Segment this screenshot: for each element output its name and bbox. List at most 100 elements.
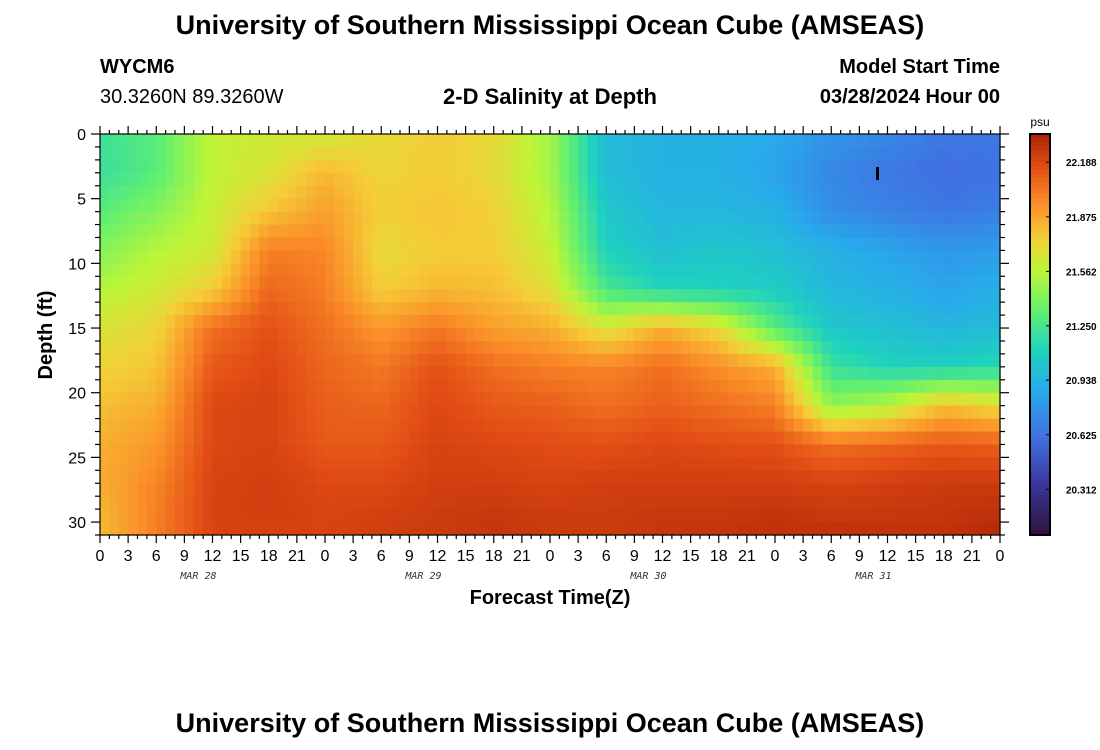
heatmap-cell [859, 263, 870, 277]
heatmap-cell [390, 509, 401, 523]
heatmap-cell [503, 431, 514, 446]
heatmap-cell [203, 392, 214, 407]
heatmap-cell [503, 366, 514, 381]
heatmap-cell [400, 159, 410, 174]
heatmap-cell [868, 444, 879, 458]
heatmap-cell [746, 289, 757, 303]
heatmap-cell [334, 522, 345, 536]
heatmap-cell [887, 134, 898, 148]
heatmap-cell [184, 328, 195, 342]
heatmap-cell [250, 353, 260, 368]
heatmap-cell [437, 483, 448, 497]
heatmap-cell [953, 302, 964, 316]
heatmap-cell [259, 457, 270, 471]
heatmap-cell [296, 172, 307, 187]
heatmap-cell [859, 315, 870, 329]
heatmap-cell [353, 159, 364, 174]
heatmap-cell [428, 328, 439, 342]
colorbar-segment [1030, 530, 1050, 536]
heatmap-cell [175, 353, 185, 368]
colorbar-unit: psu [1030, 115, 1049, 129]
heatmap-cell [821, 418, 832, 433]
heatmap-cell [315, 224, 326, 239]
heatmap-cell [812, 392, 823, 407]
heatmap-cell [718, 302, 729, 316]
heatmap-cell [971, 509, 982, 523]
heatmap-cell [343, 509, 354, 523]
heatmap-cell [475, 522, 485, 536]
heatmap-cell [315, 263, 326, 277]
heatmap-cell [287, 224, 298, 239]
heatmap-cell [887, 159, 898, 174]
colorbar-tick-label: 21.250 [1066, 322, 1097, 333]
heatmap-cell [315, 379, 326, 394]
heatmap-cell [128, 444, 139, 458]
heatmap-cell [878, 509, 889, 523]
heatmap-cell [306, 159, 317, 174]
heatmap-cell [559, 496, 570, 510]
heatmap-cell [859, 224, 870, 239]
heatmap-cell [203, 276, 214, 290]
heatmap-cell [446, 134, 457, 148]
heatmap-cell [906, 444, 917, 458]
heatmap-cell [784, 185, 795, 200]
heatmap-cell [353, 328, 364, 342]
heatmap-cell [184, 134, 195, 148]
heatmap-cell [615, 224, 626, 239]
heatmap-cell [850, 483, 860, 497]
heatmap-cell [212, 315, 223, 329]
heatmap-cell [971, 457, 982, 471]
heatmap-cell [718, 392, 729, 407]
heatmap-cell [831, 353, 842, 368]
heatmap-cell [428, 366, 439, 381]
heatmap-cell [625, 315, 635, 329]
heatmap-cell [184, 250, 195, 264]
heatmap-cell [821, 198, 832, 213]
heatmap-cell [953, 457, 964, 471]
heatmap-cell [634, 366, 645, 381]
heatmap-cell [690, 172, 701, 187]
heatmap-cell [775, 457, 785, 471]
heatmap-cell [840, 250, 851, 264]
heatmap-cell [184, 379, 195, 394]
heatmap-cell [175, 509, 185, 523]
heatmap-cell [175, 237, 185, 252]
heatmap-cell [643, 224, 654, 239]
heatmap-cell [390, 146, 401, 161]
heatmap-cell [381, 237, 392, 252]
heatmap-cell [240, 237, 251, 252]
heatmap-cell [343, 263, 354, 277]
heatmap-cell [634, 444, 645, 458]
heatmap-cell [465, 496, 476, 510]
heatmap-cell [803, 134, 814, 148]
heatmap-cell [240, 146, 251, 161]
x-tick-label: 12 [879, 548, 897, 565]
heatmap-cell [278, 172, 289, 187]
chart-subtitle: 2-D Salinity at Depth [443, 84, 657, 109]
heatmap-cell [962, 379, 973, 394]
heatmap-cell [503, 289, 514, 303]
heatmap-cell [653, 483, 664, 497]
heatmap-cell [868, 353, 879, 368]
heatmap-cell [587, 224, 598, 239]
heatmap-cell [240, 328, 251, 342]
heatmap-cell [484, 522, 495, 536]
heatmap-cell [709, 392, 720, 407]
heatmap-cell [175, 431, 185, 446]
heatmap-cell [934, 457, 945, 471]
heatmap-cell [700, 159, 710, 174]
heatmap-cell [212, 457, 223, 471]
heatmap-cell [221, 496, 232, 510]
heatmap-cell [568, 211, 579, 226]
heatmap-cell [568, 159, 579, 174]
colorbar-tick-label: 20.312 [1066, 485, 1097, 496]
heatmap-cell [446, 431, 457, 446]
heatmap-cell [203, 159, 214, 174]
heatmap-cell [221, 509, 232, 523]
heatmap-cell [906, 509, 917, 523]
heatmap-cell [859, 457, 870, 471]
heatmap-cell [971, 522, 982, 536]
heatmap-cell [400, 405, 410, 420]
colorbar-segment [1030, 274, 1050, 279]
heatmap-cell [231, 379, 242, 394]
